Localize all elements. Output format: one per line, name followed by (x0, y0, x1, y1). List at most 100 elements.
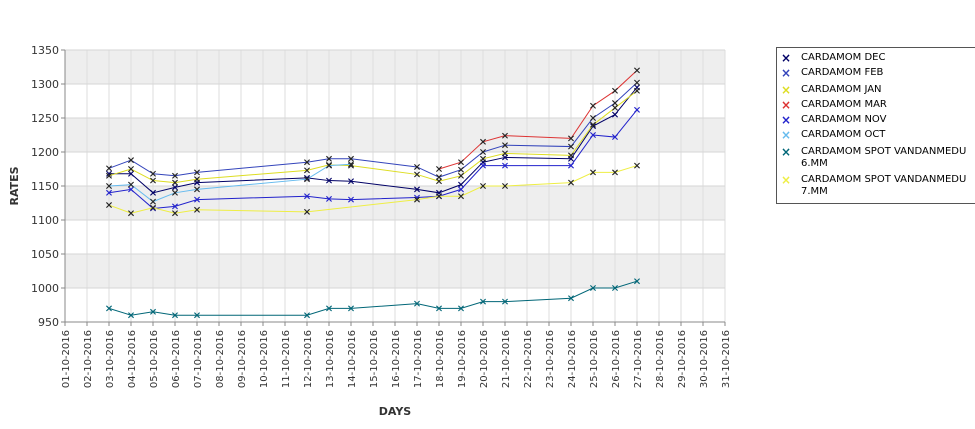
data-point (326, 177, 332, 184)
legend-item-cardamom-oct: × CARDAMOM OCT (779, 129, 885, 141)
data-point (194, 196, 200, 203)
series-line (438, 70, 638, 170)
data-point (128, 210, 134, 217)
legend-item-cardamom-mar: × CARDAMOM MAR (779, 99, 887, 111)
x-tick-label: 08-10-2016 (215, 330, 226, 388)
legend-label: CARDAMOM SPOT VANDANMEDU 7.MM (801, 174, 967, 197)
series-line (108, 163, 352, 203)
data-point (436, 166, 442, 172)
data-point (194, 186, 200, 193)
x-tick-label: 06-10-2016 (171, 330, 182, 388)
data-point (172, 172, 178, 179)
legend-label: CARDAMOM SPOT VANDANMEDU 6.MM (801, 146, 967, 169)
data-point (326, 155, 332, 162)
data-point (568, 162, 574, 169)
data-point (128, 186, 134, 193)
y-tick-label: 1050 (31, 248, 59, 261)
series-group (106, 278, 640, 319)
x-tick-label: 02-10-2016 (83, 330, 94, 388)
data-point (436, 305, 442, 312)
data-point (348, 178, 354, 185)
data-point (458, 305, 464, 312)
legend-item-spot-7mm: × CARDAMOM SPOT VANDANMEDU 7.MM (779, 174, 966, 198)
data-point (568, 295, 574, 302)
data-point (634, 79, 640, 86)
data-point (106, 172, 112, 179)
data-point (502, 162, 508, 169)
data-point (612, 100, 618, 107)
data-point (348, 161, 354, 168)
data-point (612, 87, 618, 94)
x-tick-label: 24-10-2016 (567, 330, 578, 388)
data-point (480, 183, 486, 189)
data-point (612, 134, 618, 141)
x-tick-label: 29-10-2016 (677, 330, 688, 388)
legend-marker: × (780, 66, 792, 80)
data-point (458, 172, 464, 179)
data-point (568, 135, 574, 142)
tick-labels: 950 1000 1050 1100 1150 1200 1250 1300 1350 01-10… (31, 44, 732, 388)
data-point (106, 202, 112, 209)
data-point (348, 305, 354, 312)
legend-marker: × (780, 145, 792, 159)
y-tick-label: 1000 (31, 282, 59, 295)
data-point (458, 186, 464, 193)
y-tick-label: 1300 (31, 78, 59, 91)
data-point (458, 181, 464, 188)
data-point (194, 169, 200, 176)
data-point (194, 312, 200, 319)
data-point (634, 67, 640, 74)
data-point (590, 102, 596, 109)
legend-label: CARDAMOM OCT (801, 129, 886, 140)
data-point (458, 166, 464, 173)
data-point (634, 278, 640, 285)
data-point (634, 106, 640, 113)
legend-item-cardamom-feb: × CARDAMOM FEB (779, 67, 883, 79)
series-group (106, 84, 640, 196)
series-group (436, 67, 640, 172)
data-point (502, 142, 508, 149)
data-point (106, 305, 112, 312)
legend-item-spot-6mm: × CARDAMOM SPOT VANDANMEDU 6.MM (779, 146, 966, 170)
data-point (502, 150, 508, 157)
legend-label: CARDAMOM DEC (801, 52, 886, 63)
legend-item-cardamom-nov: × CARDAMOM NOV (779, 113, 887, 127)
y-tick-label: 1100 (31, 214, 59, 227)
x-tick-label: 04-10-2016 (127, 330, 138, 388)
legend-label: CARDAMOM NOV (801, 114, 887, 125)
data-point (194, 206, 200, 213)
data-point (128, 157, 134, 164)
x-tick-label: 23-10-2016 (545, 330, 556, 388)
x-tick-label: 17-10-2016 (413, 330, 424, 388)
x-tick-label: 10-10-2016 (259, 330, 270, 388)
legend-marker: × (780, 83, 792, 97)
data-point (414, 196, 420, 203)
data-point (348, 155, 354, 162)
data-point (128, 181, 134, 188)
y-tick-label: 950 (38, 316, 59, 329)
legend-item-cardamom-dec: × CARDAMOM DEC (779, 52, 885, 64)
data-point (106, 189, 112, 196)
x-tick-label: 13-10-2016 (325, 330, 336, 388)
data-point (172, 184, 178, 191)
data-point (172, 312, 178, 319)
data-point (150, 198, 156, 205)
x-tick-label: 25-10-2016 (589, 330, 600, 388)
data-point (414, 171, 420, 178)
x-tick-label: 20-10-2016 (479, 330, 490, 388)
data-point (326, 195, 332, 202)
legend-marker: × (780, 113, 792, 127)
x-tick-label: 27-10-2016 (633, 330, 644, 388)
data-point (150, 308, 156, 315)
data-point (326, 162, 332, 169)
x-axis-label: DAYS (379, 405, 412, 418)
series-group (106, 161, 354, 205)
y-tick-label: 1350 (31, 44, 59, 57)
series-lines (106, 67, 640, 319)
data-point (414, 163, 420, 170)
data-point (612, 169, 618, 176)
chart-legend: × CARDAMOM DEC × CARDAMOM FEB × CARDAMOM JA… (776, 47, 975, 204)
data-point (106, 165, 112, 172)
data-point (436, 178, 442, 185)
